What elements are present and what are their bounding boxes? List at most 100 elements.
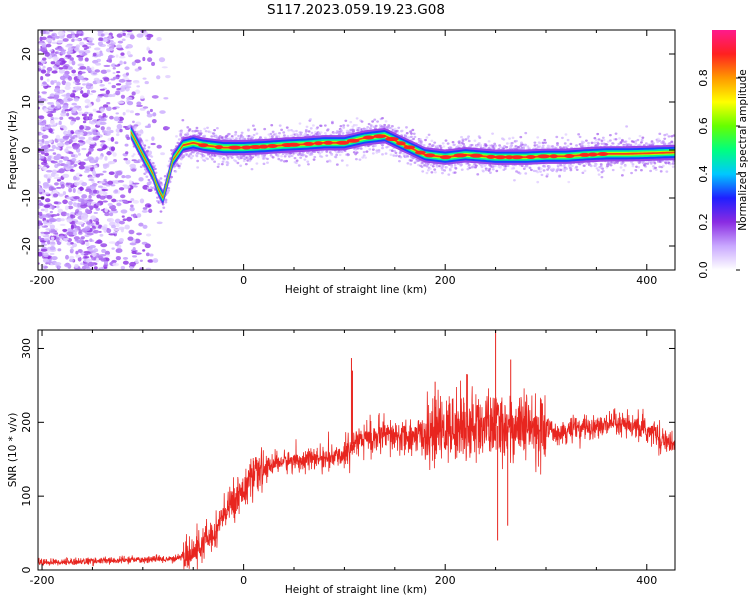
- ridge-halo: [276, 153, 280, 156]
- ridge-halo: [281, 152, 285, 155]
- ridge-halo: [587, 144, 590, 148]
- ridge-halo: [527, 147, 531, 150]
- noise-speckle: [136, 33, 144, 38]
- ridge-halo: [525, 165, 529, 168]
- noise-speckle: [48, 148, 55, 152]
- noise-speckle: [57, 51, 61, 55]
- ridge-halo: [191, 129, 195, 133]
- noise-speckle: [121, 215, 125, 218]
- ridge-halo: [508, 137, 511, 140]
- ridge-halo: [290, 154, 294, 158]
- noise-speckle: [129, 163, 136, 169]
- ridge-halo: [196, 166, 200, 169]
- noise-speckle: [70, 120, 74, 126]
- noise-speckle: [68, 165, 74, 170]
- noise-speckle: [47, 178, 51, 184]
- ridge-halo: [540, 173, 544, 177]
- noise-speckle: [62, 191, 67, 196]
- ridge-halo: [518, 172, 522, 175]
- noise-speckle: [71, 38, 75, 42]
- noise-speckle: [40, 208, 45, 212]
- noise-speckle: [136, 213, 142, 218]
- noise-speckle: [60, 50, 66, 55]
- noise-speckle: [151, 136, 155, 141]
- noise-speckle: [106, 101, 111, 105]
- ridge-halo: [528, 166, 532, 170]
- ridge-halo: [195, 126, 199, 130]
- noise-speckle: [52, 65, 57, 69]
- noise-speckle: [123, 61, 127, 65]
- noise-speckle: [54, 173, 59, 177]
- noise-speckle: [58, 160, 63, 163]
- noise-speckle: [85, 241, 90, 247]
- ridge-halo: [536, 170, 540, 174]
- noise-speckle: [59, 125, 67, 129]
- ridge-halo: [567, 180, 571, 184]
- noise-speckle: [77, 73, 81, 76]
- noise-speckle: [67, 46, 73, 52]
- noise-speckle: [74, 38, 81, 41]
- ridge-halo: [441, 168, 444, 171]
- ridge-halo: [423, 164, 427, 167]
- ridge-halo: [340, 129, 343, 132]
- noise-speckle: [38, 119, 43, 123]
- ridge-halo: [413, 161, 417, 164]
- noise-speckle: [114, 241, 120, 247]
- noise-speckle: [125, 159, 131, 165]
- noise-speckle: [109, 212, 114, 217]
- noise-speckle: [120, 265, 126, 270]
- ridge-halo: [342, 124, 346, 127]
- ridge-halo: [236, 161, 240, 165]
- noise-speckle: [136, 85, 140, 88]
- noise-speckle: [92, 72, 97, 75]
- ridge-halo: [223, 158, 226, 161]
- noise-speckle: [58, 67, 64, 70]
- noise-speckle: [38, 204, 41, 210]
- ridge-halo: [439, 164, 443, 167]
- noise-speckle: [104, 155, 108, 161]
- chart-title: S117.2023.059.19.23.G08: [267, 2, 445, 18]
- noise-speckle: [129, 242, 137, 246]
- noise-speckle: [86, 153, 90, 157]
- noise-speckle: [48, 128, 53, 134]
- ridge-halo: [182, 154, 186, 157]
- noise-speckle: [100, 33, 104, 37]
- ridge-halo: [278, 132, 281, 135]
- ridge-halo: [299, 156, 303, 159]
- ridge-halo: [271, 156, 275, 159]
- noise-speckle: [134, 112, 140, 116]
- ridge-halo: [538, 141, 542, 145]
- noise-speckle: [86, 89, 90, 95]
- ridge-halo: [600, 175, 604, 179]
- ridge-halo: [575, 168, 579, 172]
- noise-speckle: [124, 224, 130, 230]
- ridge-halo: [564, 133, 568, 136]
- ridge-halo: [208, 130, 212, 134]
- noise-speckle: [40, 248, 48, 252]
- ridge-halo: [177, 138, 181, 141]
- noise-speckle: [138, 222, 144, 227]
- ridge-halo: [335, 163, 339, 166]
- noise-speckle: [54, 92, 61, 96]
- ridge-halo: [186, 133, 190, 136]
- noise-speckle: [105, 89, 110, 95]
- ridge-halo: [417, 163, 420, 167]
- ridge-halo: [405, 132, 409, 135]
- noise-speckle: [90, 90, 97, 93]
- noise-speckle: [108, 54, 113, 58]
- noise-speckle: [112, 152, 117, 157]
- ridge-halo: [371, 144, 375, 148]
- noise-speckle: [61, 94, 68, 97]
- noise-speckle: [71, 157, 77, 162]
- noise-speckle: [43, 204, 51, 208]
- ridge-halo: [293, 156, 297, 160]
- ridge-halo: [577, 133, 581, 136]
- ridge-halo: [179, 162, 183, 165]
- noise-speckle: [58, 68, 66, 74]
- ridge-halo: [426, 145, 430, 149]
- noise-speckle: [53, 176, 61, 180]
- noise-speckle: [146, 110, 151, 115]
- ridge-halo: [244, 162, 248, 166]
- ridge-halo: [441, 164, 445, 167]
- noise-speckle: [40, 264, 46, 267]
